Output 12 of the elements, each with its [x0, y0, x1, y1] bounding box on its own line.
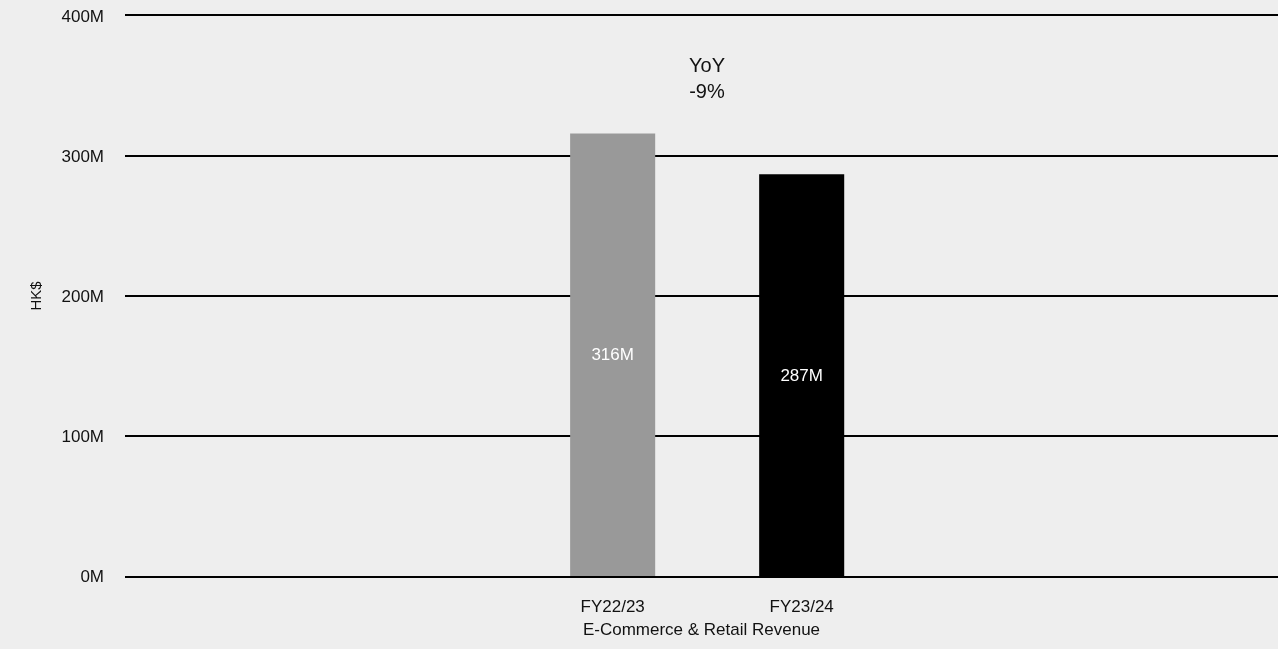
data-label: 287M [780, 365, 823, 385]
y-axis-title: HK$ [26, 280, 44, 311]
x-tick-label: FY23/24 [769, 597, 834, 617]
y-tick-label: 200M [61, 286, 104, 306]
data-label: 316M [591, 345, 634, 365]
x-axis-title: E-Commerce & Retail Revenue [582, 620, 821, 640]
y-tick-label: 400M [61, 6, 104, 26]
y-tick-label: 300M [61, 146, 104, 166]
annotation: YoY -9% [689, 54, 725, 102]
x-tick-label: FY22/23 [580, 597, 645, 617]
y-tick-label: 0M [80, 566, 104, 586]
y-tick-label: 100M [61, 426, 104, 446]
